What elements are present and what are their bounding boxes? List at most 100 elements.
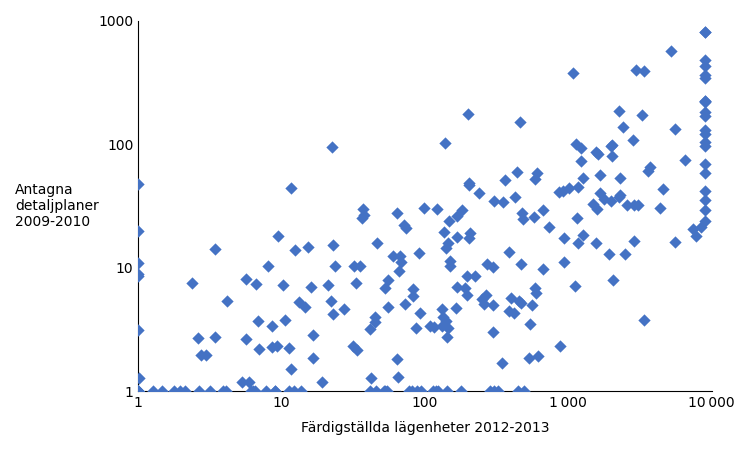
Point — [418, 204, 430, 212]
Point — [514, 119, 526, 126]
Point — [557, 258, 569, 265]
Point — [266, 343, 278, 351]
Point — [524, 355, 536, 362]
Point — [354, 262, 366, 270]
Point — [562, 184, 574, 191]
Point — [266, 323, 278, 330]
Point — [439, 140, 451, 147]
Point — [293, 298, 305, 306]
Point — [487, 328, 499, 336]
Point — [508, 310, 520, 317]
Point — [438, 229, 450, 236]
Point — [538, 266, 550, 273]
Point — [606, 141, 618, 148]
Point — [364, 374, 376, 381]
Point — [295, 387, 307, 395]
Point — [480, 291, 492, 298]
Point — [236, 378, 248, 386]
Point — [487, 263, 499, 270]
Point — [247, 387, 259, 395]
Point — [512, 169, 524, 176]
Point — [252, 317, 264, 324]
Point — [440, 318, 452, 325]
Point — [326, 297, 338, 304]
Point — [338, 305, 350, 312]
Point — [302, 243, 313, 251]
Point — [424, 322, 436, 329]
Point — [616, 123, 628, 130]
Point — [253, 345, 265, 352]
Point — [394, 268, 406, 275]
Point — [380, 284, 392, 291]
Point — [591, 206, 603, 213]
Point — [699, 196, 711, 203]
Point — [607, 276, 619, 283]
Point — [442, 239, 454, 246]
Point — [632, 202, 644, 209]
Point — [619, 251, 631, 258]
Point — [488, 302, 500, 309]
Point — [499, 176, 511, 183]
Point — [220, 387, 232, 395]
Point — [369, 313, 381, 320]
Point — [132, 387, 144, 395]
Point — [526, 301, 538, 308]
Point — [307, 355, 319, 362]
Point — [444, 263, 456, 270]
Point — [699, 72, 711, 79]
Point — [451, 283, 463, 290]
Point — [699, 57, 711, 64]
Point — [451, 212, 463, 220]
Point — [557, 187, 569, 194]
Point — [464, 230, 476, 237]
Point — [614, 192, 626, 199]
Point — [209, 246, 221, 253]
Point — [614, 174, 626, 181]
Point — [590, 239, 602, 246]
Point — [455, 387, 467, 395]
Point — [146, 387, 158, 395]
Point — [305, 284, 317, 291]
Point — [463, 234, 475, 242]
Point — [132, 387, 144, 395]
Point — [240, 275, 252, 282]
Point — [558, 234, 570, 242]
Point — [530, 289, 542, 297]
Point — [503, 308, 515, 315]
Point — [260, 387, 272, 395]
Point — [442, 325, 454, 332]
Point — [572, 184, 584, 191]
Point — [594, 189, 606, 197]
Point — [132, 387, 144, 395]
Point — [200, 351, 212, 358]
Point — [132, 387, 144, 395]
Point — [518, 387, 530, 395]
Point — [132, 387, 144, 395]
Point — [132, 387, 144, 395]
Point — [427, 324, 439, 331]
Point — [432, 387, 444, 395]
Point — [699, 108, 711, 115]
Point — [285, 184, 297, 191]
Point — [699, 127, 711, 134]
Y-axis label: Antagna
detaljplaner
2009-2010: Antagna detaljplaner 2009-2010 — [15, 183, 99, 229]
Point — [577, 231, 589, 239]
Point — [569, 282, 581, 289]
Point — [272, 233, 284, 240]
Point — [364, 387, 376, 395]
Point — [553, 189, 565, 196]
Point — [436, 323, 448, 330]
Point — [351, 346, 363, 353]
Point — [132, 387, 144, 395]
Point — [392, 210, 404, 217]
Point — [379, 387, 391, 395]
Point — [503, 249, 515, 256]
Point — [132, 272, 144, 279]
Point — [407, 286, 419, 293]
Point — [699, 75, 711, 82]
Point — [644, 163, 656, 171]
Point — [668, 238, 680, 246]
Point — [132, 387, 144, 395]
Point — [285, 365, 297, 373]
Point — [590, 149, 602, 156]
